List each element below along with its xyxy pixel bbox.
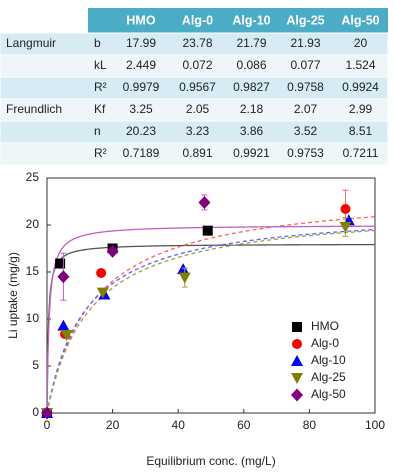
table-param: n [94,124,101,138]
table-cell: 2.99 [349,102,373,116]
y-tick-label: 25 [26,170,40,184]
marker [41,406,53,420]
marker [57,319,70,331]
y-tick-label: 5 [32,358,39,372]
x-tick-label: 100 [365,418,385,432]
table-cell: 21.93 [290,36,320,50]
legend-label: HMO [311,319,339,333]
table-cell: 20 [354,36,368,50]
legend-marker [291,355,303,366]
table-cell: 1.524 [345,58,375,72]
legend-label: Alg-10 [311,353,346,367]
table-cell: 17.99 [126,36,156,50]
table-cell: 0.086 [236,58,266,72]
table-cell: 0.7211 [343,146,379,160]
table-header: Alg-0 [182,13,213,27]
table-cell: 3.25 [129,102,153,116]
legend-marker [292,322,302,332]
table-param: kL [94,58,107,72]
table-cell: 0.9979 [123,80,160,94]
legend-marker [291,373,303,384]
x-tick-label: 20 [106,418,120,432]
y-tick-label: 0 [32,405,39,419]
table-header: Alg-10 [232,13,270,27]
marker [96,267,107,278]
marker [198,195,211,209]
marker [340,204,351,215]
legend-label: Alg-25 [311,370,346,384]
y-tick-label: 15 [26,264,40,278]
table-cell: 0.9924 [342,80,379,94]
table-header-bg [88,8,388,33]
x-axis-label: Equilibrium conc. (mg/L) [146,454,275,468]
marker [57,270,70,284]
table-param: Kf [94,102,106,116]
table-cell: 0.9758 [287,80,324,94]
table-row-bg [0,142,389,166]
table-header: Alg-50 [341,13,379,27]
marker [96,287,109,299]
marker [202,225,213,236]
table-cell: 0.891 [182,146,212,160]
table-cell: 2.05 [186,102,210,116]
y-tick-label: 20 [26,217,40,231]
plot-frame [46,177,376,414]
legend-marker [291,388,303,402]
table-cell: 0.077 [290,58,320,72]
fit-curve [47,243,375,413]
x-tick-label: 0 [44,418,51,432]
x-tick-label: 60 [237,418,251,432]
x-tick-label: 40 [172,418,186,432]
table-cell: 8.51 [349,124,373,138]
table-cell: 3.86 [240,124,264,138]
legend-label: Alg-50 [311,387,346,401]
table-cell: 0.9567 [179,80,216,94]
table-cell: 20.23 [126,124,156,138]
table-header: Alg-25 [286,13,324,27]
table-cell: 0.9753 [287,146,324,160]
table-cell: 0.7189 [123,146,160,160]
table-cell: 3.52 [294,124,318,138]
table-cell: 0.9827 [233,80,270,94]
table-param: R² [94,146,107,160]
legend-marker [292,339,302,349]
table-cell: 23.78 [182,36,212,50]
y-axis-label: Li uptake (mg/g) [6,252,20,339]
legend-label: Alg-0 [311,336,339,350]
table-param: R² [94,80,107,94]
y-tick-label: 10 [26,311,40,325]
x-tick-label: 80 [303,418,317,432]
table-cell: 0.072 [182,58,212,72]
table-cell: 2.449 [126,58,156,72]
marker [178,272,191,284]
table-group-label: Freundlich [6,102,62,116]
table-cell: 2.07 [294,102,318,116]
table-cell: 3.23 [186,124,210,138]
table-cell: 2.18 [240,102,264,116]
marker [106,244,119,258]
table-cell: 21.79 [236,36,266,50]
marker [339,221,352,233]
table-group-label: Langmuir [6,36,56,50]
table-cell: 0.9921 [233,146,270,160]
table-param: b [94,36,101,50]
marker [60,329,73,341]
table-header: HMO [126,13,155,27]
marker [55,258,66,269]
